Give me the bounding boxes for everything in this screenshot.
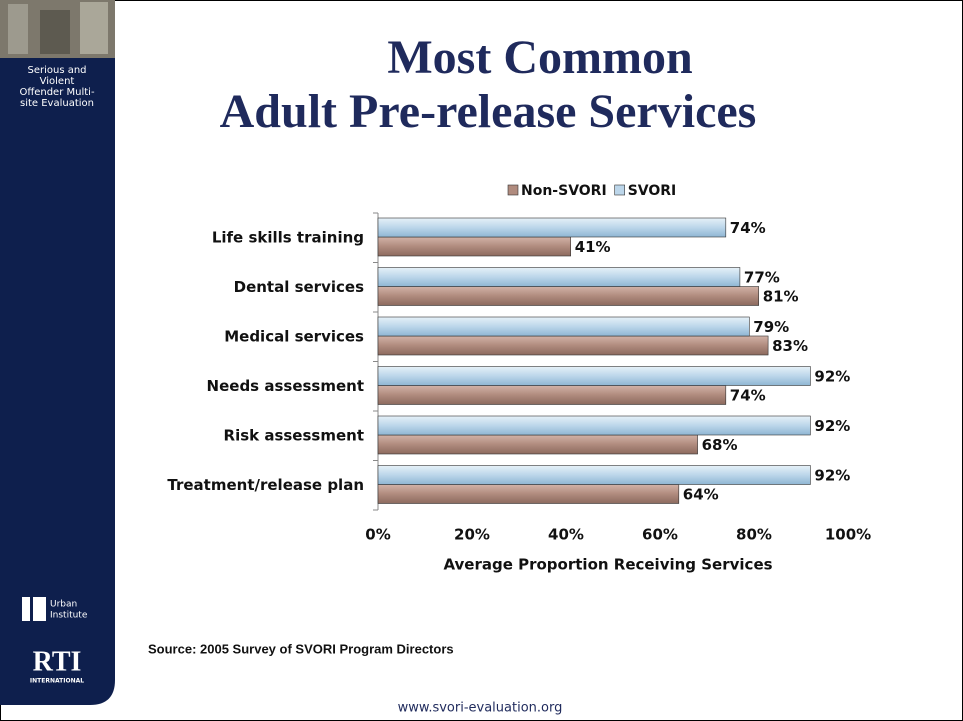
value-label: 77% (744, 269, 780, 287)
x-tick-label: 40% (548, 526, 584, 544)
urban-logo-detail (30, 597, 33, 621)
bar (377, 236, 571, 257)
sidebar-text: Offender Multi- (19, 87, 94, 98)
legend-swatch (614, 184, 625, 196)
value-label: 92% (814, 417, 850, 435)
legend-swatch (507, 184, 519, 196)
x-tick-label: 80% (736, 526, 772, 544)
x-tick-label: 0% (365, 526, 390, 544)
bar (377, 335, 769, 356)
x-axis-label: Average Proportion Receiving Services (443, 556, 772, 574)
photo-detail (8, 4, 28, 54)
bar (377, 385, 727, 405)
urban-text: Urban (50, 600, 77, 610)
bar (377, 465, 811, 485)
source: Source: 2005 Survey of SVORI Program Dir… (148, 641, 454, 656)
value-label: 41% (575, 238, 611, 256)
bar (377, 217, 727, 238)
y-tick-label: Life skills training (212, 228, 364, 246)
y-tick-label: Treatment/release plan (167, 476, 364, 494)
x-tick-label: 20% (454, 526, 490, 544)
value-label: 81% (763, 288, 799, 306)
sidebar-text: Serious and (27, 65, 86, 76)
legend-label: Non-SVORI (521, 183, 607, 199)
value-label: 92% (814, 368, 850, 386)
x-tick-label: 100% (825, 526, 871, 544)
photo-detail (40, 10, 70, 54)
urban-text: Institute (50, 611, 88, 621)
y-tick-label: Dental services (234, 278, 364, 296)
sidebar (0, 0, 115, 705)
bar (377, 366, 811, 386)
rti-logo: RTI (33, 646, 82, 677)
title: Adult Pre-release Services (220, 85, 757, 138)
bar (377, 484, 680, 504)
photo-detail (80, 2, 108, 54)
x-tick-label: 60% (642, 526, 678, 544)
bar (377, 415, 811, 436)
sidebar-text: site Evaluation (20, 98, 94, 109)
value-label: 68% (702, 436, 738, 454)
footer: www.svori-evaluation.org (398, 701, 563, 716)
value-label: 92% (814, 467, 850, 485)
value-label: 64% (683, 486, 719, 504)
sidebar-text: Violent (40, 76, 75, 87)
title: Most Common (387, 31, 692, 84)
y-tick-label: Risk assessment (224, 426, 364, 444)
bar (377, 267, 741, 287)
bar (377, 434, 698, 455)
bar (377, 286, 760, 306)
value-label: 79% (753, 318, 789, 336)
value-label: 74% (730, 387, 766, 405)
y-tick-label: Needs assessment (207, 377, 364, 395)
urban-logo (22, 597, 46, 621)
y-tick-label: Medical services (224, 327, 364, 345)
value-label: 83% (772, 337, 808, 355)
legend-label: SVORI (628, 183, 677, 199)
rti-subtext: INTERNATIONAL (30, 678, 84, 685)
bar (377, 316, 750, 337)
value-label: 74% (730, 219, 766, 237)
